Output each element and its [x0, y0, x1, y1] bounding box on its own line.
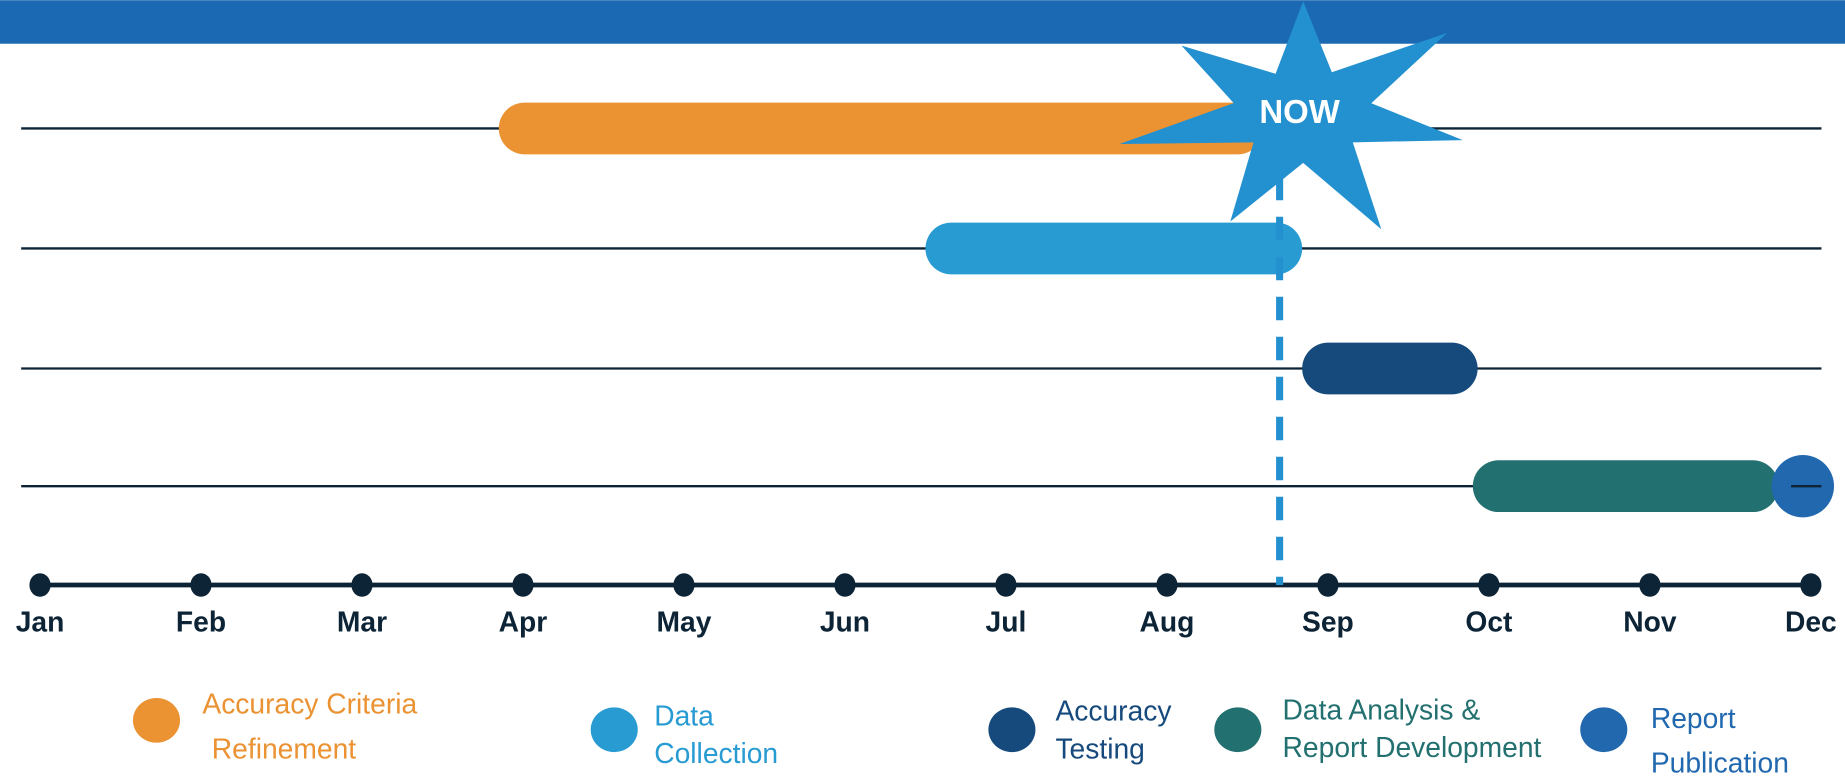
legend-swatch [1580, 707, 1628, 753]
x-tick-label: Aug [1139, 605, 1194, 637]
now-marker: NOW [1119, 1, 1463, 586]
month-tick [1478, 573, 1500, 597]
month-tick [1317, 573, 1339, 597]
x-tick-label: Oct [1465, 605, 1513, 637]
legend: Accuracy Criteria Refinement Data Collectio… [132, 688, 1789, 777]
header-banner [0, 0, 1845, 44]
legend-label: Accuracy [1055, 695, 1172, 727]
month-tick [1639, 573, 1661, 597]
legend-swatch [132, 697, 181, 743]
legend-label: Report [1651, 702, 1736, 734]
x-tick-label: Jul [986, 605, 1027, 637]
legend-swatch [590, 707, 638, 753]
x-tick-label: Sep [1302, 605, 1354, 637]
month-tick [1156, 573, 1178, 597]
x-tick-label: Mar [337, 605, 387, 637]
month-tick [1800, 573, 1822, 597]
legend-label: Publication [1651, 746, 1789, 777]
month-tick [29, 573, 51, 597]
month-tick [512, 573, 534, 597]
legend-label: Data Analysis & [1283, 694, 1481, 726]
x-tick-label: Nov [1623, 605, 1677, 637]
legend-label: Report Development [1283, 731, 1542, 763]
x-tick-label: Dec [1785, 605, 1837, 637]
axis: Jan Feb Mar Apr May Jun Jul Aug Sep Oct Nov Dec [16, 573, 1837, 637]
x-tick-label: Jun [820, 605, 870, 637]
rows [21, 127, 1822, 488]
month-tick [673, 573, 695, 597]
legend-label: Data [654, 699, 714, 731]
month-tick [190, 573, 212, 597]
x-tick-label: Feb [176, 605, 226, 637]
task-bar [498, 102, 1264, 155]
x-tick-label: Jan [16, 605, 65, 637]
task-bar [1302, 342, 1478, 395]
x-tick-label: Apr [499, 605, 548, 637]
bars [498, 102, 1835, 518]
legend-label: Testing [1055, 732, 1144, 764]
month-tick [834, 573, 856, 597]
legend-swatch [1214, 707, 1262, 753]
now-label: NOW [1259, 93, 1340, 130]
x-tick-label: May [657, 605, 712, 637]
legend-swatch [988, 707, 1036, 753]
now-starburst [1119, 1, 1463, 230]
month-tick [995, 573, 1017, 597]
legend-label: Refinement [212, 732, 356, 764]
month-tick [351, 573, 373, 597]
task-bar [925, 222, 1303, 275]
legend-label: Accuracy Criteria [202, 688, 417, 720]
legend-label: Collection [654, 737, 778, 769]
task-bar [1472, 460, 1779, 513]
